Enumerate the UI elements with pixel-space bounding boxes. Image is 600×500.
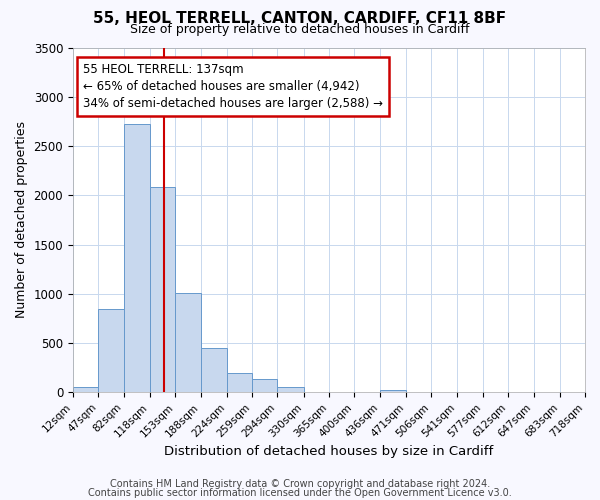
Text: 55 HEOL TERRELL: 137sqm
← 65% of detached houses are smaller (4,942)
34% of semi: 55 HEOL TERRELL: 137sqm ← 65% of detache…: [83, 63, 383, 110]
Bar: [380, 390, 406, 392]
Bar: [73, 388, 98, 392]
Text: Contains public sector information licensed under the Open Government Licence v3: Contains public sector information licen…: [88, 488, 512, 498]
Bar: [252, 378, 277, 392]
Bar: [98, 308, 124, 392]
Y-axis label: Number of detached properties: Number of detached properties: [15, 122, 28, 318]
Bar: [150, 188, 175, 392]
Text: 55, HEOL TERRELL, CANTON, CARDIFF, CF11 8BF: 55, HEOL TERRELL, CANTON, CARDIFF, CF11 …: [94, 11, 506, 26]
X-axis label: Distribution of detached houses by size in Cardiff: Distribution of detached houses by size …: [164, 444, 494, 458]
Bar: [227, 372, 252, 392]
Bar: [277, 388, 304, 392]
Bar: [200, 348, 227, 393]
Bar: [124, 124, 150, 392]
Text: Contains HM Land Registry data © Crown copyright and database right 2024.: Contains HM Land Registry data © Crown c…: [110, 479, 490, 489]
Text: Size of property relative to detached houses in Cardiff: Size of property relative to detached ho…: [130, 22, 470, 36]
Bar: [175, 293, 200, 392]
